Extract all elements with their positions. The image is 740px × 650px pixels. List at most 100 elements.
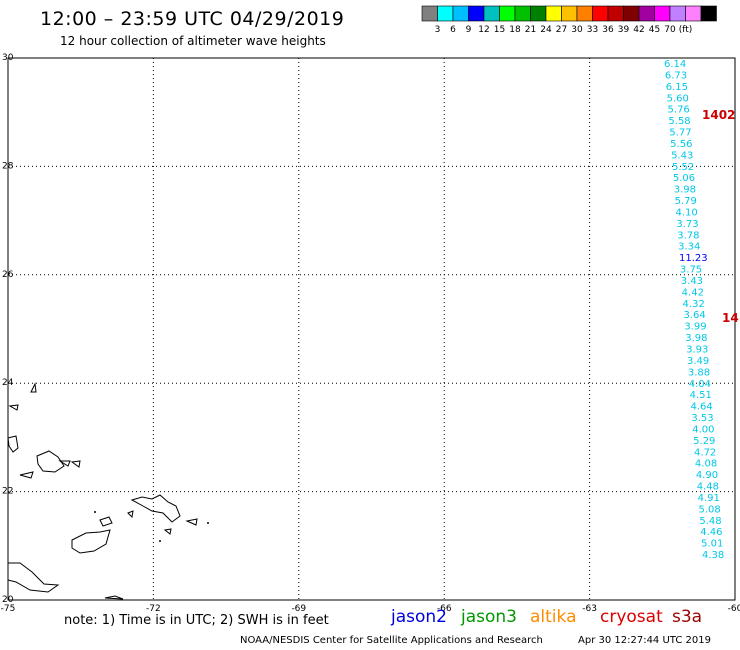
colorbar-label: 39: [618, 25, 630, 35]
wave-height-value: 5.56: [670, 139, 692, 150]
island-coastline: [7, 435, 19, 453]
wave-height-value: 3.53: [691, 413, 713, 424]
island-coastline: [163, 528, 172, 535]
wave-height-value: 4.46: [700, 527, 722, 538]
wave-height-colorbar: 3 6 9 12 15 18 21 24 27 30 33 36 39 42 45 70 (ft): [421, 5, 717, 35]
wave-height-value: 5.60: [667, 93, 689, 104]
latitude-label: 30: [2, 53, 14, 63]
wave-height-value: 4.04: [689, 379, 711, 390]
longitude-label: -63: [582, 604, 597, 614]
island-coastline: [7, 562, 60, 593]
colorbar-label: 45: [649, 25, 660, 35]
island-dot: [159, 540, 161, 542]
wave-height-value: 5.48: [699, 516, 721, 527]
longitude-label: -75: [1, 604, 16, 614]
wave-height-value: 3.78: [677, 230, 699, 241]
island-coastline: [19, 471, 34, 479]
longitude-label: -72: [146, 604, 161, 614]
island-coastline: [130, 494, 181, 523]
wave-height-value: 4.51: [690, 390, 712, 401]
latitude-label: 20: [2, 595, 14, 605]
colorbar-label: 24: [540, 25, 552, 35]
colorbar-label: 6: [450, 25, 456, 35]
longitude-label: -60: [728, 604, 740, 614]
colorbar-label: 15: [494, 25, 505, 35]
wave-height-value: 4.48: [697, 482, 719, 493]
island-coastline: [58, 460, 71, 467]
wave-height-value: 3.49: [687, 356, 709, 367]
colorbar-swatch: [700, 5, 717, 22]
wave-height-value: 3.34: [678, 242, 700, 253]
colorbar-label: 9: [466, 25, 472, 35]
satellite-altika: altika: [530, 607, 577, 627]
colorbar-label: 18: [509, 25, 521, 35]
latitude-label: 28: [2, 161, 14, 171]
island-coastline: [30, 382, 37, 393]
satellite-cryosat: cryosat: [600, 607, 663, 627]
island-coastline: [71, 529, 111, 554]
wave-height-value: 5.29: [693, 436, 715, 447]
wave-height-value: 3.64: [683, 310, 705, 321]
island-coastline: [104, 595, 124, 600]
latitude-label: 22: [2, 487, 13, 497]
colorbar-label: 3: [435, 25, 441, 35]
wave-height-value: 4.90: [696, 470, 718, 481]
map-subtitle: 12 hour collection of altimeter wave hei…: [60, 34, 326, 48]
colorbar-label: 12: [478, 25, 489, 35]
colorbar-label: 42: [633, 25, 644, 35]
colorbar-label: 27: [556, 25, 567, 35]
wave-height-value: 5.06: [673, 173, 695, 184]
map-frame: [7, 57, 736, 601]
wave-height-value: 6.14: [664, 59, 686, 70]
longitude-label: -69: [291, 604, 306, 614]
wave-height-value: 6.15: [666, 82, 688, 93]
wave-height-value: 6.73: [665, 70, 687, 81]
wave-height-value: 3.99: [684, 322, 706, 333]
colorbar-label: (ft): [679, 25, 693, 35]
wave-height-value: 3.88: [688, 367, 710, 378]
wave-height-value: 3.98: [685, 333, 707, 344]
wave-height-value: 11.23: [679, 253, 708, 264]
island-coastline: [99, 516, 113, 527]
wave-height-value: 5.52: [672, 162, 694, 173]
colorbar-label: 33: [587, 25, 598, 35]
wave-height-value: 5.76: [668, 105, 690, 116]
wave-height-value: 5.77: [669, 128, 691, 139]
wave-height-value: 3.73: [676, 219, 698, 230]
satellite-pass-track: 6.146.736.155.605.765.585.775.565.435.52…: [664, 59, 724, 561]
island-coastline: [127, 510, 134, 519]
credit-text: NOAA/NESDIS Center for Satellite Applica…: [240, 635, 543, 646]
island-coastline: [185, 518, 198, 526]
wave-height-value: 4.72: [694, 447, 716, 458]
wave-height-value: 3.93: [686, 345, 708, 356]
wave-height-value: 4.00: [692, 424, 714, 435]
island-coastline: [70, 460, 81, 468]
colorbar-label: 70: [664, 25, 676, 35]
wave-height-value: 4.42: [682, 287, 704, 298]
colorbar-label: 21: [525, 25, 536, 35]
wave-height-value: 4.38: [702, 550, 724, 561]
note-text: note: 1) Time is in UTC; 2) SWH is in fe…: [64, 613, 329, 628]
graticule: [8, 58, 735, 600]
island-dot: [207, 522, 209, 524]
wave-height-value: 3.75: [680, 265, 702, 276]
pass-number-label: 14: [722, 311, 739, 325]
wave-height-value: 5.58: [668, 116, 690, 127]
wave-height-value: 3.43: [681, 276, 703, 287]
wave-height-value: 4.08: [695, 459, 717, 470]
colorbar-label: 36: [602, 25, 614, 35]
wave-height-value: 4.91: [698, 493, 720, 504]
satellite-jason3: jason3: [461, 607, 517, 627]
island-coastline: [8, 404, 19, 411]
latitude-label: 26: [2, 270, 14, 280]
map-title: 12:00 – 23:59 UTC 04/29/2019: [40, 8, 345, 30]
longitude-label: -66: [437, 604, 452, 614]
wave-height-value: 5.43: [671, 150, 693, 161]
island-coastline: [36, 450, 65, 473]
wave-height-value: 5.08: [698, 504, 720, 515]
wave-height-value: 4.10: [675, 207, 697, 218]
colorbar-label: 30: [571, 25, 583, 35]
wave-height-value: 5.01: [701, 539, 723, 550]
wave-height-value: 5.79: [675, 196, 697, 207]
